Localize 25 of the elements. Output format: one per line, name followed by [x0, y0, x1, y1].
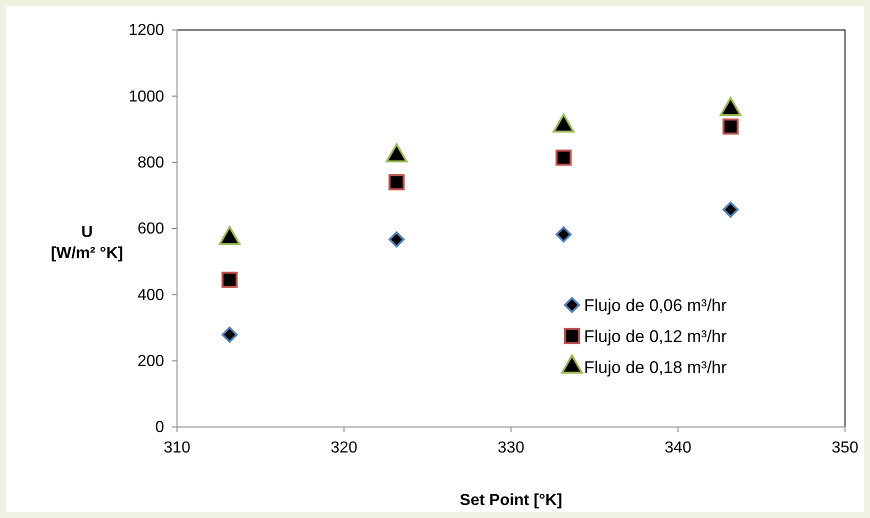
x-tick-label: 310 [164, 440, 190, 457]
y-tick-label: 200 [137, 352, 164, 370]
x-tick-label: 330 [498, 440, 524, 457]
y-tick-label: 0 [155, 419, 164, 436]
point [222, 272, 238, 288]
point [556, 226, 572, 242]
x-tick-label: 320 [330, 440, 358, 457]
y-tick-label: 1000 [128, 88, 164, 106]
y-tick-label: 400 [137, 286, 164, 304]
point [388, 174, 405, 190]
x-axis-title: Set Point [°K] [460, 492, 562, 509]
point [556, 150, 572, 166]
point [722, 118, 739, 135]
point [388, 231, 405, 248]
legend-label: Flujo de 0,18 m³/hr [584, 358, 728, 377]
x-tick-label: 350 [832, 440, 858, 457]
legend-label: Flujo de 0,12 m³/hr [584, 327, 728, 346]
legend-label: Flujo de 0,06 m³/hr [584, 296, 728, 315]
y-tick-label: 800 [137, 154, 164, 172]
x-tick-label: 340 [664, 440, 692, 457]
y-axis-title: U [W/m² °K] [50, 224, 124, 262]
y-tick-label: 1200 [128, 22, 164, 40]
y-tick-label: 600 [137, 220, 164, 238]
point [222, 326, 238, 343]
point [722, 202, 739, 218]
